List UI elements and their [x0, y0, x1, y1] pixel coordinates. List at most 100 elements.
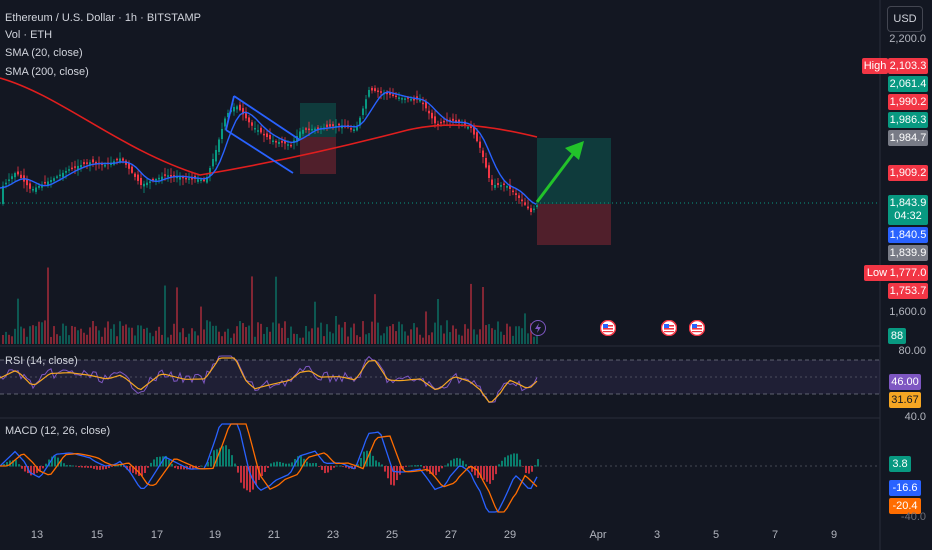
macd-histogram-bar — [87, 466, 89, 468]
candle — [209, 168, 211, 177]
macd-histogram-bar — [498, 464, 500, 467]
volume-bar — [23, 328, 25, 344]
macd-histogram-bar — [21, 466, 23, 469]
volume-bar — [266, 327, 268, 344]
macd-histogram-bar — [441, 466, 443, 469]
candle — [224, 118, 226, 127]
candle — [206, 177, 208, 183]
volume-bar — [14, 328, 16, 344]
candle — [248, 117, 250, 123]
volume-bar — [404, 331, 406, 344]
candle — [284, 140, 286, 144]
candle — [176, 176, 178, 179]
macd-histogram-bar — [114, 465, 116, 467]
volume-bar — [47, 267, 49, 344]
candle — [410, 99, 412, 101]
macd-histogram-bar — [285, 463, 287, 467]
volume-bar — [29, 326, 31, 344]
macd-histogram-bar — [525, 466, 527, 474]
lightning-icon[interactable] — [530, 320, 546, 336]
volume-bar — [467, 328, 469, 344]
candle — [152, 178, 154, 181]
sma20-legend[interactable]: SMA (20, close) — [5, 47, 83, 59]
us-flag-icon[interactable] — [660, 319, 678, 337]
volume-bar — [86, 334, 88, 344]
candle — [251, 122, 253, 126]
candle — [203, 179, 205, 182]
volume-bar — [104, 327, 106, 344]
macd-histogram-bar — [165, 455, 167, 467]
volume-bar — [437, 299, 439, 344]
candle — [497, 183, 499, 185]
volume-bar — [515, 326, 517, 344]
macd-legend[interactable]: MACD (12, 26, close) — [5, 425, 111, 437]
candle — [53, 178, 55, 181]
macd-histogram-bar — [408, 465, 410, 467]
macd-histogram-bar — [189, 466, 191, 470]
time-axis-label: 13 — [30, 529, 44, 541]
volume-bar — [134, 335, 136, 344]
rsi-legend[interactable]: RSI (14, close) — [5, 355, 78, 367]
candle — [89, 162, 91, 165]
volume-bar — [509, 326, 511, 344]
candle — [530, 208, 532, 212]
volume-bar — [317, 327, 319, 344]
volume-bar — [293, 333, 295, 344]
candle — [329, 124, 331, 127]
volume-bar — [506, 323, 508, 344]
macd-histogram-bar — [84, 466, 86, 468]
price-tag: 1,839.9 — [888, 245, 928, 261]
candle — [218, 139, 220, 152]
volume-bar — [176, 287, 178, 344]
macd-hist-tag: 3.8 — [889, 456, 911, 472]
sma20-price-tag: 1,840.5 — [888, 227, 928, 243]
volume-bar — [155, 330, 157, 344]
macd-histogram-bar — [69, 465, 71, 467]
macd-histogram-bar — [270, 463, 272, 467]
macd-histogram-bar — [471, 466, 473, 472]
macd-histogram-bar — [243, 466, 245, 489]
macd-histogram-bar — [462, 460, 464, 467]
macd-histogram-bar — [192, 466, 194, 469]
price-tag: 1,753.7 — [888, 283, 928, 299]
macd-histogram-bar — [66, 465, 68, 467]
macd-histogram-bar — [249, 466, 251, 493]
macd-histogram-bar — [219, 447, 221, 467]
volume-bar — [185, 337, 187, 344]
volume-bar — [491, 328, 493, 344]
time-axis-label: 23 — [326, 529, 340, 541]
volume-legend[interactable]: Vol · ETH — [5, 29, 53, 41]
volume-bar — [338, 324, 340, 344]
volume-bar — [227, 328, 229, 344]
macd-histogram-bar — [132, 466, 134, 473]
volume-bar — [50, 336, 52, 344]
rsi-scale-bottom: 40.0 — [904, 411, 926, 423]
candle — [317, 127, 319, 129]
volume-bar — [392, 324, 394, 344]
macd-histogram-bar — [126, 466, 128, 470]
volume-bar — [161, 334, 163, 344]
candle — [338, 123, 340, 126]
macd-histogram-bar — [117, 464, 119, 467]
currency-button[interactable]: USD — [887, 6, 923, 32]
candle — [29, 183, 31, 189]
volume-bar — [332, 333, 334, 344]
us-flag-icon[interactable] — [688, 319, 706, 337]
macd-histogram-bar — [12, 460, 14, 467]
volume-bar — [494, 329, 496, 344]
us-flag-icon[interactable] — [599, 319, 617, 337]
macd-histogram-bar — [261, 466, 263, 477]
volume-bar — [230, 337, 232, 344]
candle — [380, 91, 382, 93]
candle — [437, 123, 439, 126]
volume-bar — [143, 328, 145, 344]
volume-bar — [20, 326, 22, 344]
candle — [314, 128, 316, 131]
volume-bar — [98, 330, 100, 344]
volume-bar — [146, 327, 148, 344]
candle — [11, 176, 13, 179]
rsi-ma-line — [0, 357, 538, 403]
sma200-legend[interactable]: SMA (200, close) — [5, 66, 89, 78]
macd-histogram-bar — [147, 466, 149, 468]
